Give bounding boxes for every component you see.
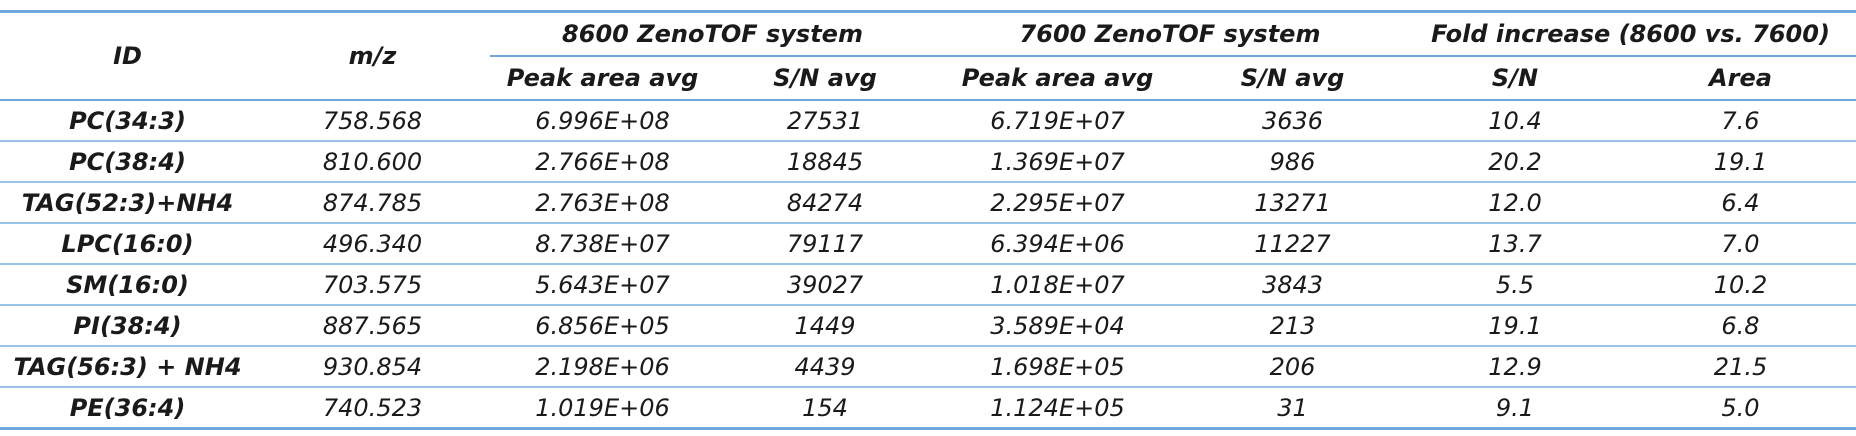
value-cell: 5.643E+07 xyxy=(490,264,715,306)
id-cell: LPC(16:0) xyxy=(0,223,255,265)
value-cell: 11227 xyxy=(1180,223,1405,265)
value-cell: 6.856E+05 xyxy=(490,305,715,347)
value-cell: 1.698E+05 xyxy=(935,346,1180,388)
value-cell: 2.766E+08 xyxy=(490,141,715,183)
value-cell: 7.6 xyxy=(1625,100,1856,142)
value-cell: 1.018E+07 xyxy=(935,264,1180,306)
subheader-cell: Peak area avg xyxy=(490,56,715,101)
table-row: PI(38:4) 887.565 6.856E+05 1449 3.589E+04 213… xyxy=(0,305,1856,347)
value-cell: 6.8 xyxy=(1625,305,1856,347)
value-cell: 1.124E+05 xyxy=(935,387,1180,430)
value-cell: 887.565 xyxy=(255,305,490,347)
value-cell: 3.589E+04 xyxy=(935,305,1180,347)
id-cell: TAG(52:3)+NH4 xyxy=(0,182,255,224)
group-header: 7600 ZenoTOF system xyxy=(935,10,1405,57)
value-cell: 6.394E+06 xyxy=(935,223,1180,265)
value-cell: 154 xyxy=(715,387,935,430)
value-cell: 12.0 xyxy=(1405,182,1625,224)
group-header: Fold increase (8600 vs. 7600) xyxy=(1405,10,1856,57)
id-cell: PC(34:3) xyxy=(0,100,255,142)
value-cell: 3843 xyxy=(1180,264,1405,306)
table-row: TAG(52:3)+NH4 874.785 2.763E+08 84274 2.295E… xyxy=(0,182,1856,224)
value-cell: 740.523 xyxy=(255,387,490,430)
value-cell: 874.785 xyxy=(255,182,490,224)
value-cell: 1.019E+06 xyxy=(490,387,715,430)
header-cell: ID xyxy=(0,10,255,101)
value-cell: 930.854 xyxy=(255,346,490,388)
id-cell: PI(38:4) xyxy=(0,305,255,347)
value-cell: 19.1 xyxy=(1405,305,1625,347)
value-cell: 496.340 xyxy=(255,223,490,265)
value-cell: 84274 xyxy=(715,182,935,224)
table-row: PC(38:4) 810.600 2.766E+08 18845 1.369E+07 98… xyxy=(0,141,1856,183)
value-cell: 810.600 xyxy=(255,141,490,183)
value-cell: 6.719E+07 xyxy=(935,100,1180,142)
value-cell: 10.2 xyxy=(1625,264,1856,306)
subheader-cell: Area xyxy=(1625,56,1856,101)
subheader-cell: S/N avg xyxy=(1180,56,1405,101)
value-cell: 2.763E+08 xyxy=(490,182,715,224)
page: {"table": { "header": {"id": "ID", "mz":… xyxy=(0,10,1856,436)
subheader-cell: S/N avg xyxy=(715,56,935,101)
value-cell: 1.369E+07 xyxy=(935,141,1180,183)
id-cell: TAG(56:3) + NH4 xyxy=(0,346,255,388)
value-cell: 27531 xyxy=(715,100,935,142)
id-cell: PE(36:4) xyxy=(0,387,255,430)
header-cell: m/z xyxy=(255,10,490,101)
value-cell: 39027 xyxy=(715,264,935,306)
value-cell: 20.2 xyxy=(1405,141,1625,183)
value-cell: 6.996E+08 xyxy=(490,100,715,142)
table-row: PE(36:4) 740.523 1.019E+06 154 1.124E+05 31 9.… xyxy=(0,387,1856,430)
value-cell: 2.295E+07 xyxy=(935,182,1180,224)
value-cell: 6.4 xyxy=(1625,182,1856,224)
value-cell: 19.1 xyxy=(1625,141,1856,183)
value-cell: 206 xyxy=(1180,346,1405,388)
value-cell: 986 xyxy=(1180,141,1405,183)
value-cell: 8.738E+07 xyxy=(490,223,715,265)
value-cell: 13.7 xyxy=(1405,223,1625,265)
value-cell: 2.198E+06 xyxy=(490,346,715,388)
table-row: SM(16:0) 703.575 5.643E+07 39027 1.018E+07 38… xyxy=(0,264,1856,306)
value-cell: 13271 xyxy=(1180,182,1405,224)
table-row: TAG(56:3) + NH4 930.854 2.198E+06 4439 1.698… xyxy=(0,346,1856,388)
value-cell: 10.4 xyxy=(1405,100,1625,142)
data-table: ID m/z 8600 ZenoTOF system 7600 ZenoTOF … xyxy=(0,10,1856,430)
id-cell: SM(16:0) xyxy=(0,264,255,306)
value-cell: 3636 xyxy=(1180,100,1405,142)
value-cell: 1449 xyxy=(715,305,935,347)
subheader-cell: Peak area avg xyxy=(935,56,1180,101)
group-header: 8600 ZenoTOF system xyxy=(490,10,935,57)
subheader-cell: S/N xyxy=(1405,56,1625,101)
value-cell: 758.568 xyxy=(255,100,490,142)
value-cell: 12.9 xyxy=(1405,346,1625,388)
value-cell: 5.0 xyxy=(1625,387,1856,430)
value-cell: 9.1 xyxy=(1405,387,1625,430)
table-row: LPC(16:0) 496.340 8.738E+07 79117 6.394E+06 1… xyxy=(0,223,1856,265)
value-cell: 5.5 xyxy=(1405,264,1625,306)
id-cell: PC(38:4) xyxy=(0,141,255,183)
value-cell: 7.0 xyxy=(1625,223,1856,265)
value-cell: 31 xyxy=(1180,387,1405,430)
value-cell: 79117 xyxy=(715,223,935,265)
value-cell: 18845 xyxy=(715,141,935,183)
table-row: PC(34:3) 758.568 6.996E+08 27531 6.719E+07 36… xyxy=(0,100,1856,142)
value-cell: 21.5 xyxy=(1625,346,1856,388)
value-cell: 4439 xyxy=(715,346,935,388)
value-cell: 703.575 xyxy=(255,264,490,306)
value-cell: 213 xyxy=(1180,305,1405,347)
